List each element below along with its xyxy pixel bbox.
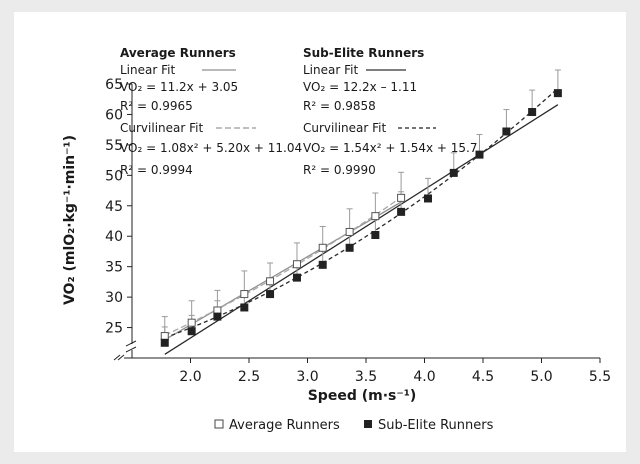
average-curv-eq: VO₂ = 1.08x² + 5.20x + 11.04 [120, 141, 302, 155]
subelite-point [160, 338, 169, 347]
subelite-point [475, 150, 484, 159]
average-point [266, 277, 275, 286]
subelite-point [345, 243, 354, 252]
subelite-point [449, 168, 458, 177]
subelite-linear-eq: VO₂ = 12.2x – 1.11 [303, 80, 417, 94]
x-tick-label: 2.5 [238, 369, 260, 385]
subelite-curv-r2: R² = 0.9990 [303, 163, 376, 177]
subelite-point [424, 194, 433, 203]
legend-average-marker [214, 419, 224, 429]
subelite-fit-annotation: Sub-Elite Runners Linear Fit VO₂ = 12.2x… [303, 46, 477, 177]
y-tick-label: 35 [105, 260, 123, 276]
x-tick-label: 4.5 [472, 369, 494, 385]
y-ticks: 25 30 35 40 45 50 55 60 65 [105, 77, 132, 337]
average-point [187, 318, 196, 327]
subelite-point [502, 127, 511, 136]
subelite-point [292, 273, 301, 282]
subelite-curv-eq: VO₂ = 1.54x² + 1.54x + 15.7 [303, 141, 477, 155]
subelite-header: Sub-Elite Runners [303, 46, 424, 60]
average-linear-label: Linear Fit [120, 63, 175, 77]
subelite-point [371, 231, 380, 240]
figure-panel: 25 30 35 40 45 50 55 60 65 2.0 2.5 3.0 3.5 4.0 4.5 5.0… [14, 12, 626, 452]
x-tick-label: 2.0 [179, 369, 201, 385]
subelite-point [318, 260, 327, 269]
average-fit-annotation: Average Runners Linear Fit VO₂ = 11.2x +… [120, 46, 302, 177]
average-linear-r2: R² = 0.9965 [120, 99, 193, 113]
x-axis-label: Speed (m·s⁻¹) [308, 388, 417, 404]
axes [113, 84, 600, 361]
subelite-point [240, 303, 249, 312]
subelite-point [553, 89, 562, 98]
legend-subelite-label: Sub-Elite Runners [378, 418, 494, 433]
y-tick-label: 25 [105, 321, 123, 337]
subelite-linear-fit-line [164, 104, 559, 355]
x-tick-label: 4.0 [413, 369, 435, 385]
axis-break-mark-1 [125, 340, 137, 347]
x-axis-break-mark-2 [117, 354, 125, 361]
vo2-speed-chart: 25 30 35 40 45 50 55 60 65 2.0 2.5 3.0 3.5 4.0 4.5 5.0… [62, 46, 611, 433]
average-curvilinear-fit-line [164, 196, 402, 336]
x-tick-label: 5.5 [589, 369, 611, 385]
subelite-curv-label: Curvilinear Fit [303, 121, 386, 135]
x-axis-break-mark-1 [113, 354, 121, 361]
x-tick-label: 3.5 [355, 369, 377, 385]
average-point [371, 212, 380, 221]
legend-average-label: Average Runners [229, 418, 340, 433]
subelite-point [213, 312, 222, 321]
average-point [397, 193, 406, 202]
y-tick-label: 45 [105, 199, 123, 215]
subelite-point [266, 290, 275, 299]
average-point [160, 332, 169, 341]
y-tick-label: 60 [105, 107, 123, 123]
x-ticks: 2.0 2.5 3.0 3.5 4.0 4.5 5.0 5.5 [179, 358, 611, 385]
y-axis-label: VO₂ (mlO₂·kg⁻¹·min⁻¹) [62, 135, 78, 305]
y-tick-label: 30 [105, 290, 123, 306]
average-curv-r2: R² = 0.9994 [120, 163, 193, 177]
subelite-linear-r2: R² = 0.9858 [303, 99, 376, 113]
subelite-point [187, 327, 196, 336]
average-linear-eq: VO₂ = 11.2x + 3.05 [120, 80, 238, 94]
average-point [345, 227, 354, 236]
axis-break-mark-2 [125, 346, 137, 353]
average-point [318, 243, 327, 252]
average-point [240, 290, 249, 299]
legend-subelite-marker [364, 420, 372, 428]
y-tick-label: 55 [105, 138, 123, 154]
fit-lines [164, 87, 559, 355]
average-linear-fit-line [164, 201, 402, 341]
subelite-point [528, 108, 537, 117]
average-header: Average Runners [120, 46, 236, 60]
legend: Average Runners Sub-Elite Runners [214, 418, 494, 433]
subelite-curvilinear-fit-line [164, 87, 559, 339]
data-markers [160, 89, 562, 347]
subelite-point [397, 207, 406, 216]
x-tick-label: 5.0 [530, 369, 552, 385]
subelite-linear-label: Linear Fit [303, 63, 358, 77]
average-curv-label: Curvilinear Fit [120, 121, 203, 135]
y-tick-label: 65 [105, 77, 123, 93]
average-point [292, 260, 301, 269]
y-tick-label: 40 [105, 229, 123, 245]
y-tick-label: 50 [105, 168, 123, 184]
x-tick-label: 3.0 [296, 369, 318, 385]
